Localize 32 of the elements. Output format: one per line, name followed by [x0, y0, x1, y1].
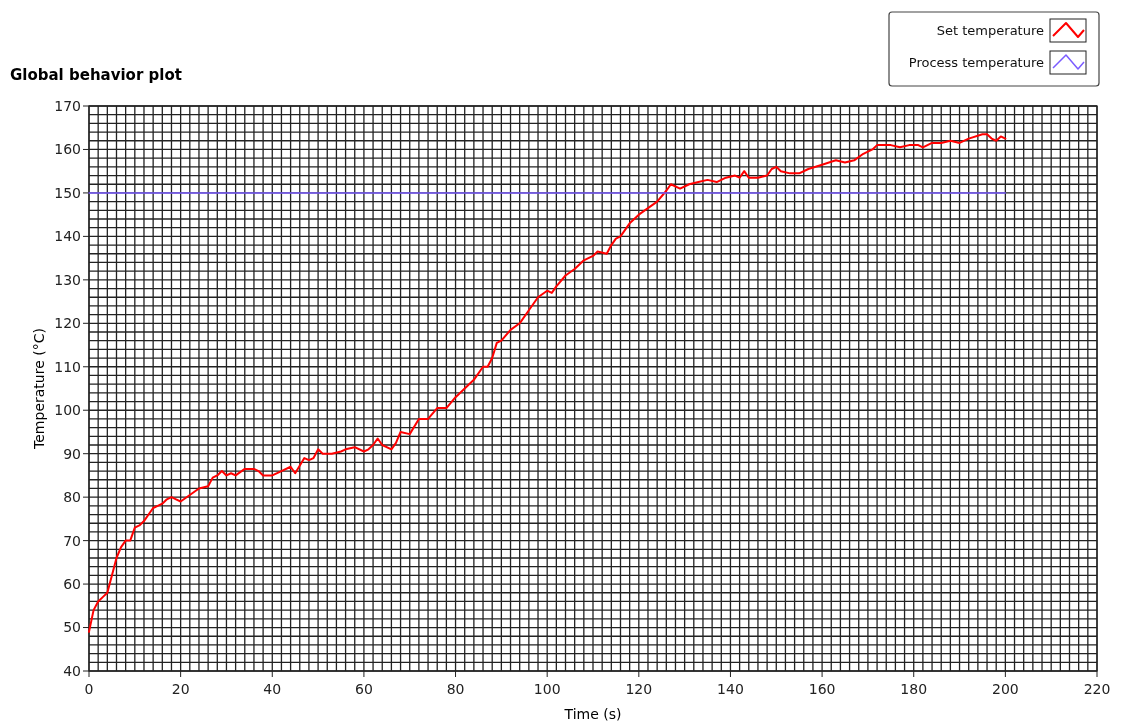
y-tick-label: 50 — [63, 619, 81, 636]
x-tick-label: 220 — [1083, 681, 1111, 697]
y-tick-label: 130 — [54, 271, 81, 288]
x-tick-label: 200 — [992, 681, 1019, 697]
y-tick-label: 120 — [54, 315, 81, 332]
y-tick-label: 110 — [54, 358, 81, 375]
y-tick-label: 160 — [54, 141, 81, 158]
y-tick-label: 150 — [54, 184, 81, 201]
y-tick-label: 80 — [63, 489, 81, 506]
y-tick-label: 40 — [63, 662, 81, 679]
y-tick-label: 70 — [63, 532, 81, 549]
x-tick-label: 180 — [900, 681, 928, 697]
x-tick-label: 160 — [808, 681, 836, 697]
chart-title: Global behavior plot — [10, 66, 182, 84]
y-tick-label: 90 — [63, 445, 81, 462]
x-axis-title: Time (s) — [563, 706, 622, 722]
x-tick-label: 0 — [84, 681, 94, 697]
x-tick-label: 100 — [533, 681, 561, 697]
x-tick-label: 140 — [717, 681, 744, 697]
y-tick-label: 60 — [63, 575, 81, 592]
y-tick-label: 170 — [54, 97, 81, 114]
x-tick-label: 120 — [625, 681, 653, 697]
y-tick-label: 140 — [54, 228, 81, 245]
y-tick-label: 100 — [54, 402, 81, 419]
x-tick-label: 80 — [446, 681, 465, 697]
x-tick-label: 40 — [263, 681, 282, 697]
y-axis-title: Temperature (°C) — [31, 328, 47, 450]
legend-label: Set temperature — [936, 23, 1044, 38]
legend-label: Process temperature — [908, 55, 1044, 70]
x-tick-label: 20 — [171, 681, 190, 697]
x-tick-label: 60 — [355, 681, 373, 697]
line-series — [88, 133, 1007, 633]
